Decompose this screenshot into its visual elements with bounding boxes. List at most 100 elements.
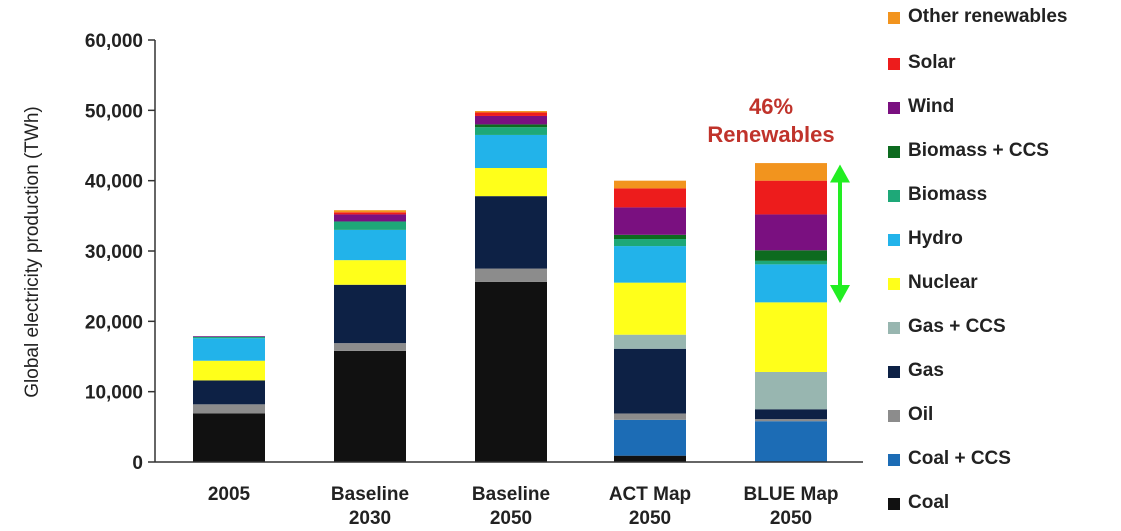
legend-label: Coal + CCS xyxy=(908,448,1011,469)
legend-item: Wind xyxy=(888,96,1098,118)
legend-label: Gas + CCS xyxy=(908,316,1006,337)
legend-swatch xyxy=(888,58,900,70)
x-tick-label: 2050 xyxy=(490,508,532,529)
legend-swatch xyxy=(888,322,900,334)
bar-segment-other-renewables xyxy=(614,180,686,189)
arrow-head-up xyxy=(830,164,850,183)
bar-segment-biomass-ccs xyxy=(614,234,686,240)
y-axis-ticks: 0 10,000 20,000 30,000 40,000 50,000 60,000 xyxy=(85,31,155,474)
bars xyxy=(193,111,827,462)
bar-segment-wind xyxy=(193,336,265,337)
legend-item: Gas + CCS xyxy=(888,316,1098,338)
bar-segment-coal xyxy=(334,350,406,462)
bar-segment-gas xyxy=(755,409,827,420)
x-tick-label: ACT Map xyxy=(609,484,691,505)
bar-segment-hydro xyxy=(193,338,265,361)
x-tick-label: 2030 xyxy=(349,508,391,529)
bar-segment-biomass xyxy=(334,221,406,230)
bar-segment-other-renewables xyxy=(334,210,406,213)
bar-segment-biomass xyxy=(475,127,547,135)
bar-segment-oil xyxy=(755,419,827,422)
legend-label: Wind xyxy=(908,96,955,117)
bar-segment-solar xyxy=(614,188,686,208)
bar-segment-other-renewables xyxy=(755,163,827,181)
y-tick-label: 60,000 xyxy=(85,31,143,52)
legend-swatch xyxy=(888,454,900,466)
y-tick-label: 10,000 xyxy=(85,383,143,404)
annotation-text: 46% xyxy=(749,94,793,119)
legend-label: Nuclear xyxy=(908,272,978,293)
renewables-annotation: 46% Renewables xyxy=(707,94,850,304)
annotation-text: Renewables xyxy=(707,122,834,147)
legend-item: Gas xyxy=(888,360,1098,382)
x-tick-label: Baseline xyxy=(331,484,409,505)
bar-segment-coal xyxy=(193,413,265,462)
bar-segment-coal xyxy=(475,281,547,462)
bar-segment-coal-ccs xyxy=(755,421,827,462)
y-tick-label: 20,000 xyxy=(85,312,143,333)
bar-segment-nuclear xyxy=(193,360,265,381)
legend-label: Solar xyxy=(908,52,956,73)
legend-swatch xyxy=(888,278,900,290)
bar-segment-solar xyxy=(475,112,547,116)
bar-segment-gas-ccs xyxy=(614,334,686,349)
bar-segment-coal-ccs xyxy=(614,419,686,456)
legend-label: Biomass + CCS xyxy=(908,140,1049,161)
legend-label: Hydro xyxy=(908,228,963,249)
bar-segment-gas-ccs xyxy=(755,371,827,410)
x-tick-label: 2050 xyxy=(770,508,812,529)
bar-segment-biomass xyxy=(755,260,827,265)
legend-item: Solar xyxy=(888,52,1098,74)
bar-segment-other-renewables xyxy=(475,111,547,113)
legend-item: Coal + CCS xyxy=(888,448,1098,470)
legend-swatch xyxy=(888,498,900,510)
legend-item: Hydro xyxy=(888,228,1098,250)
bar-segment-biomass xyxy=(193,336,265,339)
legend-label: Other renewables xyxy=(908,6,1068,27)
legend-swatch xyxy=(888,12,900,24)
bar-segment-wind xyxy=(755,214,827,251)
legend-item: Coal xyxy=(888,492,1098,514)
legend-swatch xyxy=(888,234,900,246)
bar-segment-gas xyxy=(475,196,547,269)
x-tick-label: Baseline xyxy=(472,484,550,505)
bar-segment-solar xyxy=(755,180,827,215)
legend-swatch xyxy=(888,102,900,114)
bar-segment-nuclear xyxy=(334,260,406,285)
legend-item: Biomass + CCS xyxy=(888,140,1098,162)
axes: 2005 Baseline 2030 Baseline 2050 ACT Map 2050 B… xyxy=(154,40,863,529)
bar-segment-oil xyxy=(193,404,265,414)
legend-label: Coal xyxy=(908,492,950,513)
legend-item: Other renewables xyxy=(888,6,1098,28)
bar-segment-nuclear xyxy=(755,302,827,372)
legend-swatch xyxy=(888,410,900,422)
bar-segment-oil xyxy=(614,413,686,420)
bar-segment-oil xyxy=(475,268,547,282)
y-tick-label: 40,000 xyxy=(85,172,143,193)
x-tick-label: 2050 xyxy=(629,508,671,529)
y-tick-label: 0 xyxy=(132,453,143,474)
bar-segment-biomass-ccs xyxy=(475,124,547,128)
bar-segment-wind xyxy=(614,207,686,235)
bar-segment-nuclear xyxy=(614,282,686,335)
y-tick-label: 50,000 xyxy=(85,101,143,122)
bar-segment-biomass-ccs xyxy=(755,250,827,261)
legend-label: Biomass xyxy=(908,184,988,205)
bar-segment-hydro xyxy=(475,134,547,169)
legend-item: Nuclear xyxy=(888,272,1098,294)
bar-segment-wind xyxy=(475,115,547,125)
bar-segment-nuclear xyxy=(475,168,547,197)
y-axis-label: Global electricity production (TWh) xyxy=(22,106,43,397)
bar-segment-solar xyxy=(334,212,406,215)
x-tick-label: 2005 xyxy=(208,484,251,505)
legend-item: Oil xyxy=(888,404,1098,426)
bar-segment-hydro xyxy=(614,246,686,283)
arrow-head-down xyxy=(830,285,850,304)
x-tick-label: BLUE Map xyxy=(744,484,839,505)
legend-swatch xyxy=(888,190,900,202)
bar-segment-hydro xyxy=(755,264,827,303)
legend-item: Biomass xyxy=(888,184,1098,206)
legend-label: Oil xyxy=(908,404,934,425)
y-tick-label: 30,000 xyxy=(85,242,143,263)
